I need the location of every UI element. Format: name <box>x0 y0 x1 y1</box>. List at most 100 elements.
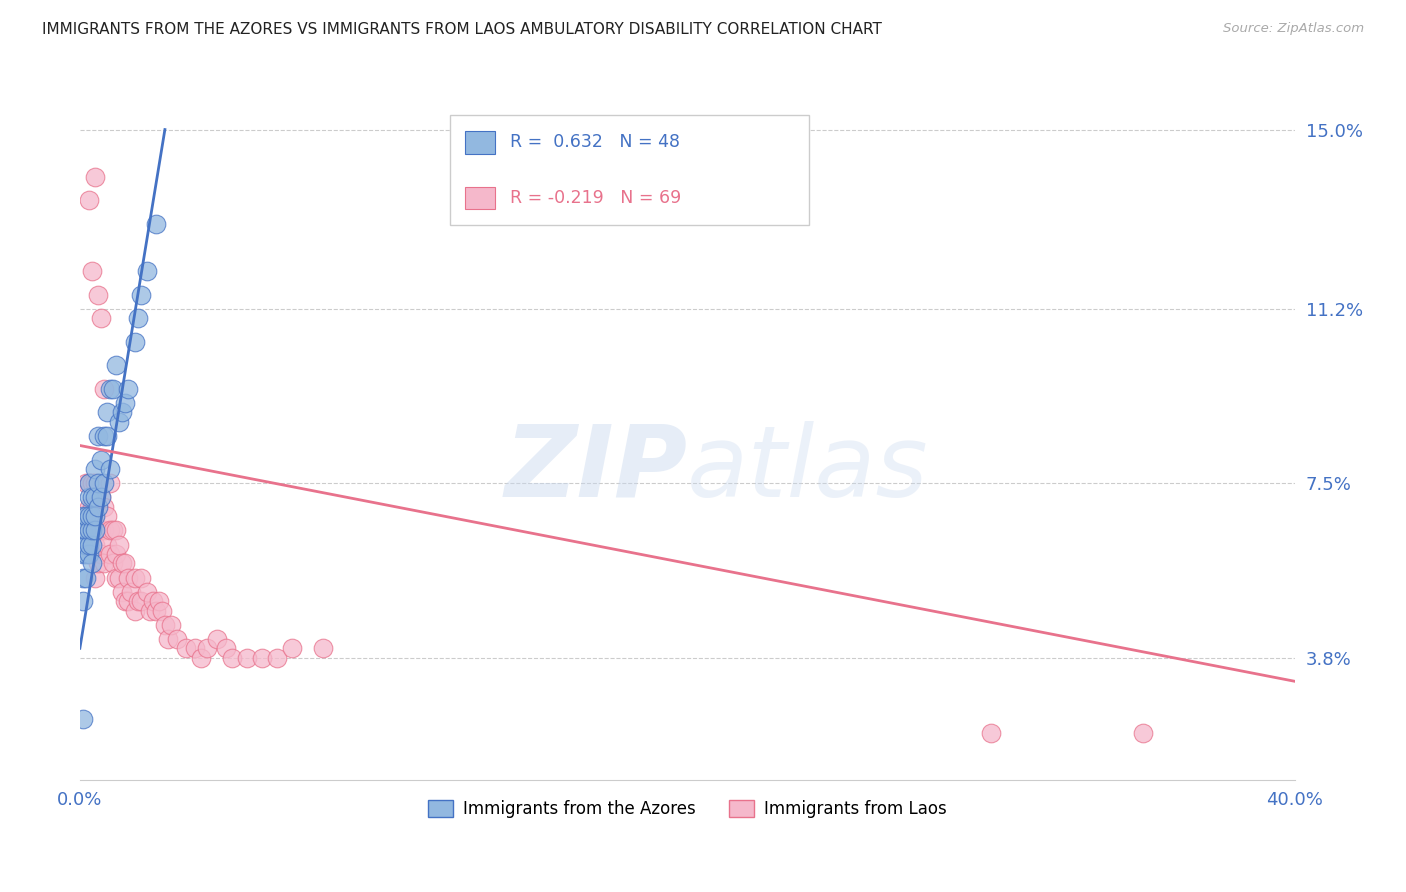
Point <box>87 429 110 443</box>
Point <box>145 217 167 231</box>
Point <box>105 359 128 373</box>
Point <box>214 641 236 656</box>
Point <box>156 632 179 646</box>
Point <box>108 537 131 551</box>
Point <box>117 382 139 396</box>
Point <box>129 287 152 301</box>
Point <box>124 334 146 349</box>
Point <box>148 594 170 608</box>
Point <box>93 524 115 538</box>
Point <box>80 537 103 551</box>
Point <box>77 524 100 538</box>
Point <box>184 641 207 656</box>
Point <box>105 570 128 584</box>
Text: R = -0.219   N = 69: R = -0.219 N = 69 <box>510 189 681 207</box>
Point <box>80 509 103 524</box>
Point <box>150 603 173 617</box>
Legend: Immigrants from the Azores, Immigrants from Laos: Immigrants from the Azores, Immigrants f… <box>422 794 953 825</box>
Point <box>127 594 149 608</box>
Point <box>266 650 288 665</box>
Point <box>312 641 335 656</box>
Point <box>121 584 143 599</box>
Point <box>96 405 118 419</box>
Point <box>166 632 188 646</box>
Point <box>98 476 121 491</box>
Point <box>153 617 176 632</box>
Point <box>84 491 107 505</box>
Point <box>84 462 107 476</box>
Point <box>117 594 139 608</box>
Point <box>138 603 160 617</box>
Point <box>77 509 100 524</box>
Point <box>145 603 167 617</box>
Point <box>114 557 136 571</box>
Point <box>87 500 110 514</box>
Point <box>103 382 125 396</box>
FancyBboxPatch shape <box>465 186 495 210</box>
Point <box>105 524 128 538</box>
Point <box>72 547 94 561</box>
Point <box>98 382 121 396</box>
Point <box>108 570 131 584</box>
Point <box>80 264 103 278</box>
Point <box>84 509 107 524</box>
Text: R =  0.632   N = 48: R = 0.632 N = 48 <box>510 133 681 152</box>
Point <box>90 452 112 467</box>
Point <box>77 476 100 491</box>
Point <box>80 491 103 505</box>
Point <box>75 524 97 538</box>
Point <box>80 524 103 538</box>
Point <box>90 491 112 505</box>
Point <box>87 287 110 301</box>
Point <box>111 557 134 571</box>
Point <box>90 491 112 505</box>
Point <box>111 405 134 419</box>
Point <box>96 429 118 443</box>
Point <box>103 524 125 538</box>
Text: IMMIGRANTS FROM THE AZORES VS IMMIGRANTS FROM LAOS AMBULATORY DISABILITY CORRELA: IMMIGRANTS FROM THE AZORES VS IMMIGRANTS… <box>42 22 882 37</box>
Point <box>77 491 100 505</box>
Point <box>87 476 110 491</box>
Point <box>77 537 100 551</box>
Point <box>72 524 94 538</box>
Point <box>75 509 97 524</box>
Text: Source: ZipAtlas.com: Source: ZipAtlas.com <box>1223 22 1364 36</box>
Point <box>124 570 146 584</box>
Point <box>77 547 100 561</box>
Point <box>108 415 131 429</box>
Point <box>127 311 149 326</box>
Point <box>75 509 97 524</box>
Point <box>72 537 94 551</box>
Point <box>124 603 146 617</box>
Point <box>105 547 128 561</box>
Point <box>80 557 103 571</box>
Point <box>135 264 157 278</box>
Point <box>80 476 103 491</box>
Point <box>111 584 134 599</box>
Point <box>114 396 136 410</box>
Point <box>72 594 94 608</box>
Point <box>98 462 121 476</box>
Point <box>72 712 94 726</box>
Point <box>93 382 115 396</box>
Point <box>84 476 107 491</box>
Point <box>77 194 100 208</box>
Point <box>142 594 165 608</box>
Point <box>84 509 107 524</box>
Point <box>96 537 118 551</box>
Point <box>90 524 112 538</box>
Point <box>250 650 273 665</box>
Point <box>80 524 103 538</box>
Point <box>129 594 152 608</box>
Point <box>72 570 94 584</box>
Point <box>135 584 157 599</box>
Text: atlas: atlas <box>688 421 929 517</box>
Point <box>1132 726 1154 740</box>
FancyBboxPatch shape <box>450 115 808 225</box>
Point <box>72 509 94 524</box>
Point <box>174 641 197 656</box>
Text: ZIP: ZIP <box>505 421 688 517</box>
Point <box>75 547 97 561</box>
Point <box>236 650 259 665</box>
Point <box>77 476 100 491</box>
